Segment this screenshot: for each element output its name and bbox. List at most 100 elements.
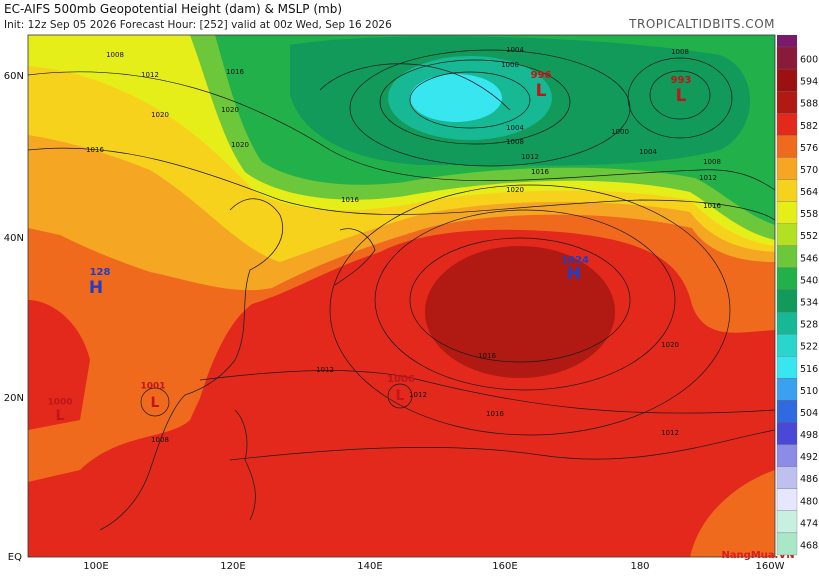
colorbar-swatch — [776, 113, 798, 136]
isobar — [28, 147, 775, 221]
isobar — [379, 59, 571, 145]
colorbar-label: 570 — [800, 165, 818, 176]
colorbar-label: 522 — [800, 342, 818, 353]
map-title: EC-AIFS 500mb Geopotential Height (dam) … — [4, 2, 342, 16]
contour-label: 1016 — [703, 202, 721, 210]
colorbar-swatch — [776, 400, 798, 423]
low-pressure: 993 — [671, 75, 692, 86]
isobar — [28, 71, 775, 191]
map-frame — [27, 34, 776, 558]
isobar — [409, 71, 531, 129]
colorbar-label: 510 — [800, 386, 818, 397]
watermark: NangMua.VN — [721, 550, 794, 561]
colorbar-swatch — [776, 223, 798, 246]
colorbar-swatch — [776, 157, 798, 180]
contour-label: 1008 — [703, 158, 721, 166]
low-symbol: L — [396, 388, 405, 404]
low-symbol: L — [56, 408, 65, 424]
contour-label: 1000 — [501, 61, 519, 69]
colorbar-label: 576 — [800, 143, 818, 154]
colorbar-label: 516 — [800, 364, 818, 375]
contour-label: 1016 — [486, 410, 504, 418]
high-pressure: 128 — [90, 267, 111, 278]
isobar — [140, 387, 170, 417]
colorbar-label: 486 — [800, 474, 818, 485]
colorbar-label: 492 — [800, 452, 818, 463]
field-582 — [28, 300, 90, 430]
colorbar-swatch — [776, 333, 798, 357]
contour-label: 1012 — [521, 153, 539, 161]
colorbar-swatch — [776, 91, 798, 114]
colorbar-swatch — [776, 356, 798, 379]
contour-label: 1016 — [341, 196, 359, 204]
high-symbol: H — [89, 278, 103, 298]
contour-label: 1012 — [316, 366, 334, 374]
high-pressure: 1024 — [561, 255, 589, 266]
isobar — [349, 49, 631, 167]
contour-label: 1020 — [151, 111, 169, 119]
field-516 — [410, 74, 502, 122]
low-symbol: L — [151, 395, 160, 411]
lon-label: 120E — [220, 561, 245, 572]
colorbar-swatch — [776, 488, 798, 511]
coastline — [99, 198, 283, 531]
colorbar-label: 474 — [800, 518, 818, 529]
field-588 — [425, 246, 615, 378]
isobar — [229, 429, 775, 461]
colorbar-swatch — [776, 267, 798, 291]
low-pressure: 1006 — [387, 374, 415, 385]
colorbar-swatch — [776, 444, 798, 467]
high-symbol: H — [567, 264, 581, 284]
contour-label: 1020 — [506, 186, 524, 194]
contour-label: 1004 — [506, 46, 524, 54]
contour-label: 1008 — [151, 436, 169, 444]
lon-label: 100E — [83, 561, 108, 572]
isobar — [374, 209, 676, 391]
lon-label: 160W — [756, 561, 785, 572]
contour-label: 1008 — [671, 48, 689, 56]
colorbar-label: 552 — [800, 231, 818, 242]
colorbar-label: 600 — [800, 55, 818, 66]
map-field — [28, 35, 775, 557]
colorbar-swatch — [776, 466, 798, 489]
contour-label: 1016 — [478, 352, 496, 360]
colorbar-label: 504 — [800, 408, 818, 419]
isobar — [387, 383, 413, 409]
colorbar-label: 498 — [800, 430, 818, 441]
colorbar-swatch — [776, 311, 798, 335]
contour-label: 1012 — [699, 174, 717, 182]
contour-label: 1000 — [611, 128, 629, 136]
coastline — [234, 409, 256, 521]
colorbar-label: 582 — [800, 121, 818, 132]
isobar — [649, 70, 711, 120]
lon-label: 180 — [630, 561, 649, 572]
contour-label: 1020 — [221, 106, 239, 114]
coastline — [334, 228, 376, 286]
colorbar-swatch — [776, 68, 798, 92]
colorbar-label: 588 — [800, 99, 818, 110]
colorbar-swatch — [776, 422, 798, 445]
isobar — [627, 57, 733, 139]
lat-label: 40N — [4, 233, 24, 244]
field-576 — [690, 470, 775, 557]
lon-label: 140E — [357, 561, 382, 572]
colorbar-label: 480 — [800, 496, 818, 507]
low-symbol: L — [536, 81, 547, 101]
contour-label: 1016 — [86, 146, 104, 154]
colorbar-swatch — [776, 179, 798, 202]
contour-label: 1008 — [506, 138, 524, 146]
contour-label: 1004 — [506, 124, 524, 132]
coastline — [319, 63, 511, 111]
contour-label: 1020 — [231, 141, 249, 149]
lat-label: 20N — [4, 393, 24, 404]
contour-label: 1008 — [106, 51, 124, 59]
colorbar-label: 468 — [800, 540, 818, 551]
contour-label: 1020 — [661, 341, 679, 349]
lat-label: 60N — [4, 71, 24, 82]
source-label: TROPICALTIDBITS.COM — [628, 17, 775, 31]
lon-label: 160E — [492, 561, 517, 572]
contour-label: 1016 — [226, 68, 244, 76]
low-pressure: 1001 — [140, 382, 165, 392]
low-symbol: L — [676, 86, 687, 106]
